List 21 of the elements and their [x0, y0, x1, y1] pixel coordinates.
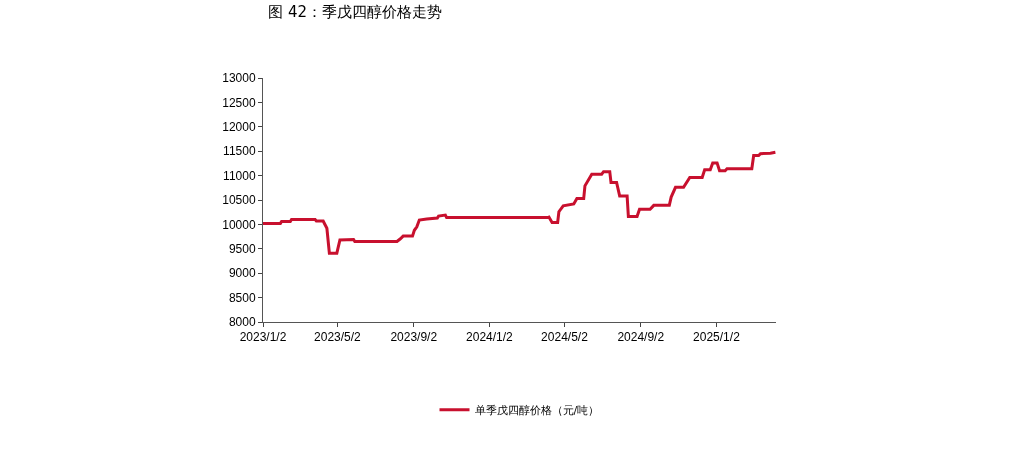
x-tick-label: 2025/1/2 [693, 330, 741, 345]
y-tick-label: 8000 [228, 315, 256, 330]
y-tick-label: 13000 [222, 71, 256, 86]
y-tick-label: 11500 [223, 144, 256, 159]
x-tick-label: 2024/5/2 [541, 330, 589, 345]
x-tick-label: 2023/5/2 [314, 330, 362, 345]
y-tick-label: 10000 [222, 217, 256, 232]
y-tick-label: 11000 [223, 168, 256, 183]
x-tick-label: 2023/9/2 [390, 330, 438, 345]
y-tick-label: 9500 [228, 242, 256, 256]
y-tick-label: 8500 [228, 290, 256, 305]
y-tick-label: 9000 [228, 266, 256, 281]
chart-title: 图 42：季戊四醇价格走势 [268, 3, 442, 22]
y-tick-label: 10500 [222, 193, 256, 208]
line-series [263, 150, 776, 255]
y-tick-label: 12500 [222, 95, 256, 110]
x-tick-label: 2023/1/2 [239, 330, 287, 345]
y-tick-label: 12000 [222, 120, 256, 134]
x-tick-label: 2024/9/2 [617, 330, 665, 345]
legend-label: 单季戊四醇价格（元/吨） [474, 403, 600, 417]
x-tick-label: 2024/1/2 [466, 330, 514, 345]
